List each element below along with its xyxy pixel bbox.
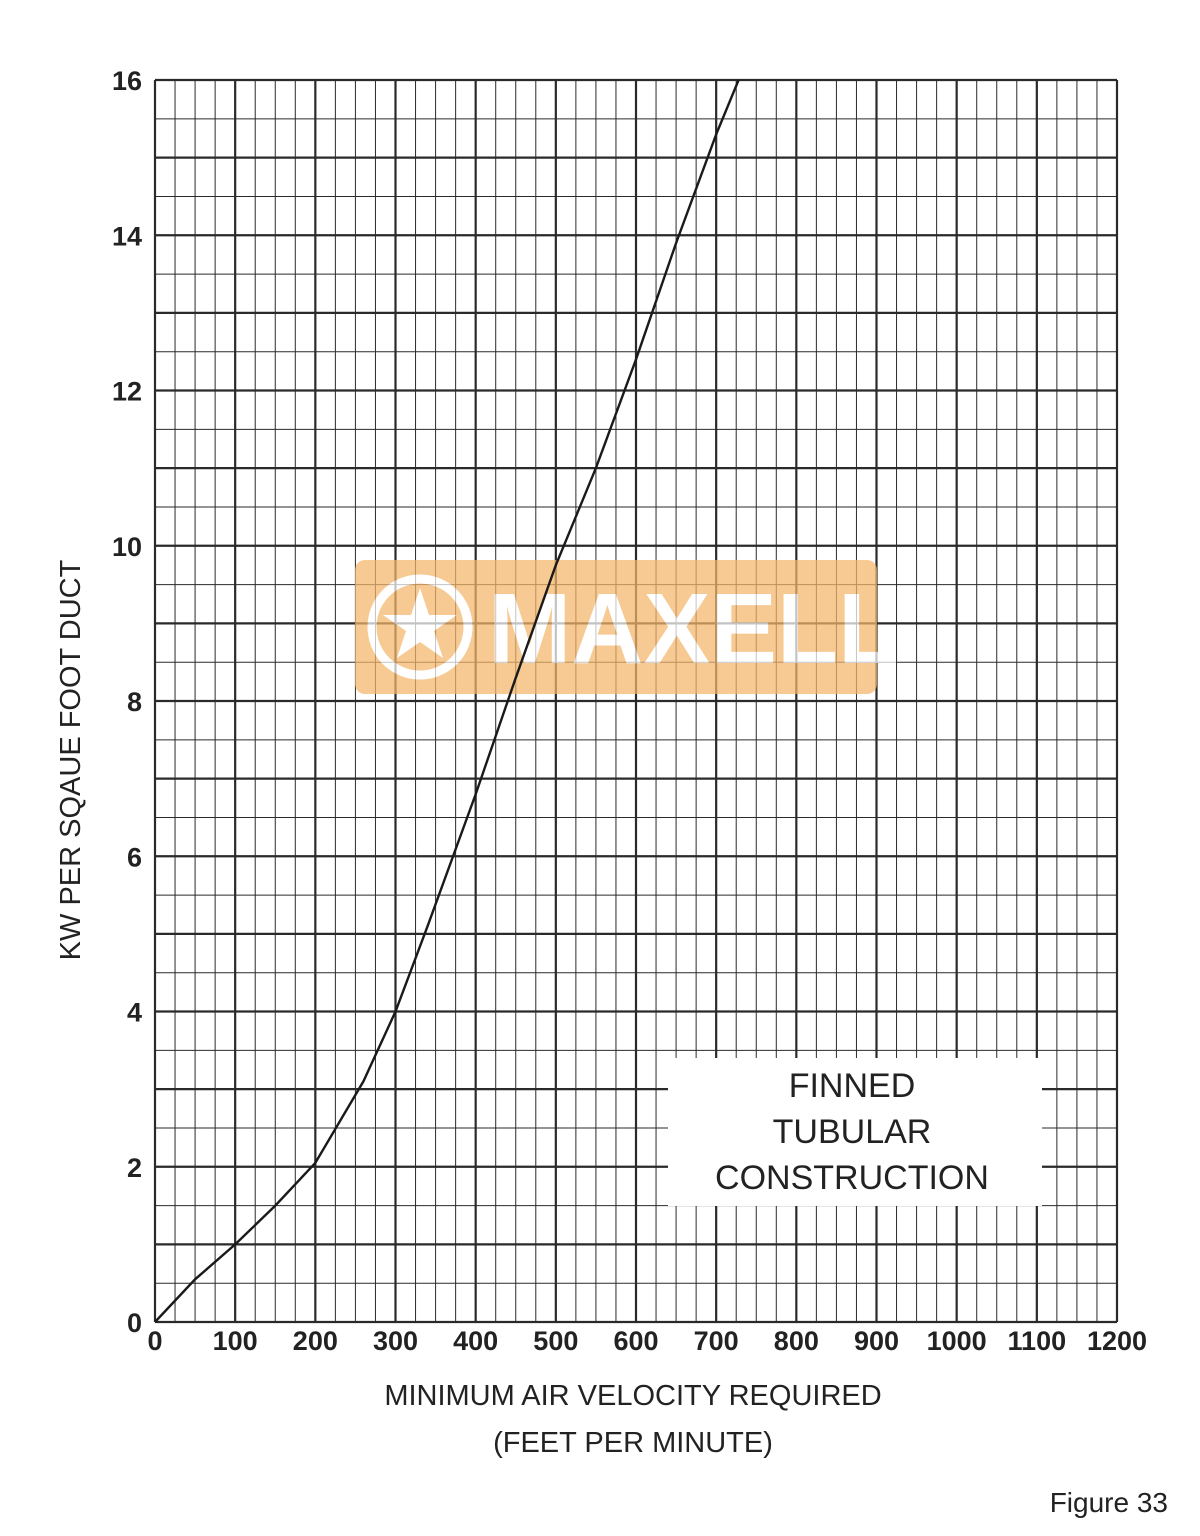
x-axis-title: MINIMUM AIR VELOCITY REQUIRED bbox=[384, 1380, 881, 1412]
y-tick-label: 2 bbox=[127, 1153, 142, 1183]
annotation-box bbox=[668, 1058, 1042, 1206]
annotation-line-2: TUBULAR bbox=[773, 1113, 932, 1151]
y-tick-labels: 0 2 4 6 8 10 12 14 16 bbox=[112, 66, 142, 1338]
x-tick-label: 1200 bbox=[1087, 1326, 1147, 1356]
y-tick-label: 6 bbox=[127, 842, 142, 872]
x-tick-label: 1000 bbox=[927, 1326, 987, 1356]
x-tick-label: 300 bbox=[373, 1326, 418, 1356]
figure-label: Figure 33 bbox=[1050, 1487, 1168, 1518]
y-axis-title: KW PER SQAUE FOOT DUCT bbox=[55, 559, 87, 960]
maxell-watermark-logo: MAXELL bbox=[355, 560, 899, 694]
series-line-kw-vs-velocity bbox=[154, 79, 740, 1323]
x-tick-label: 100 bbox=[213, 1326, 258, 1356]
x-tick-label: 1100 bbox=[1008, 1326, 1067, 1356]
annotation-line-1: FINNED bbox=[789, 1067, 916, 1105]
y-tick-label: 12 bbox=[112, 377, 142, 407]
x-tick-label: 700 bbox=[694, 1326, 739, 1356]
x-tick-labels: 0 100 200 300 400 500 600 700 800 900 1000 1100 1200 bbox=[147, 1326, 1147, 1356]
x-tick-label: 0 bbox=[147, 1326, 162, 1356]
y-tick-label: 14 bbox=[112, 221, 142, 251]
y-tick-label: 16 bbox=[112, 66, 142, 96]
x-tick-label: 200 bbox=[293, 1326, 338, 1356]
y-tick-label: 8 bbox=[127, 687, 142, 717]
y-tick-label: 0 bbox=[127, 1308, 142, 1338]
watermark-text: MAXELL bbox=[488, 573, 899, 685]
y-tick-label: 4 bbox=[127, 998, 142, 1028]
star-icon bbox=[383, 588, 457, 658]
x-tick-label: 500 bbox=[533, 1326, 578, 1356]
x-axis-unit: (FEET PER MINUTE) bbox=[493, 1427, 773, 1459]
x-tick-label: 800 bbox=[774, 1326, 819, 1356]
x-tick-label: 400 bbox=[453, 1326, 498, 1356]
x-tick-label: 900 bbox=[854, 1326, 899, 1356]
annotation-line-3: CONSTRUCTION bbox=[715, 1159, 989, 1197]
x-tick-label: 600 bbox=[613, 1326, 658, 1356]
y-tick-label: 10 bbox=[112, 532, 142, 562]
